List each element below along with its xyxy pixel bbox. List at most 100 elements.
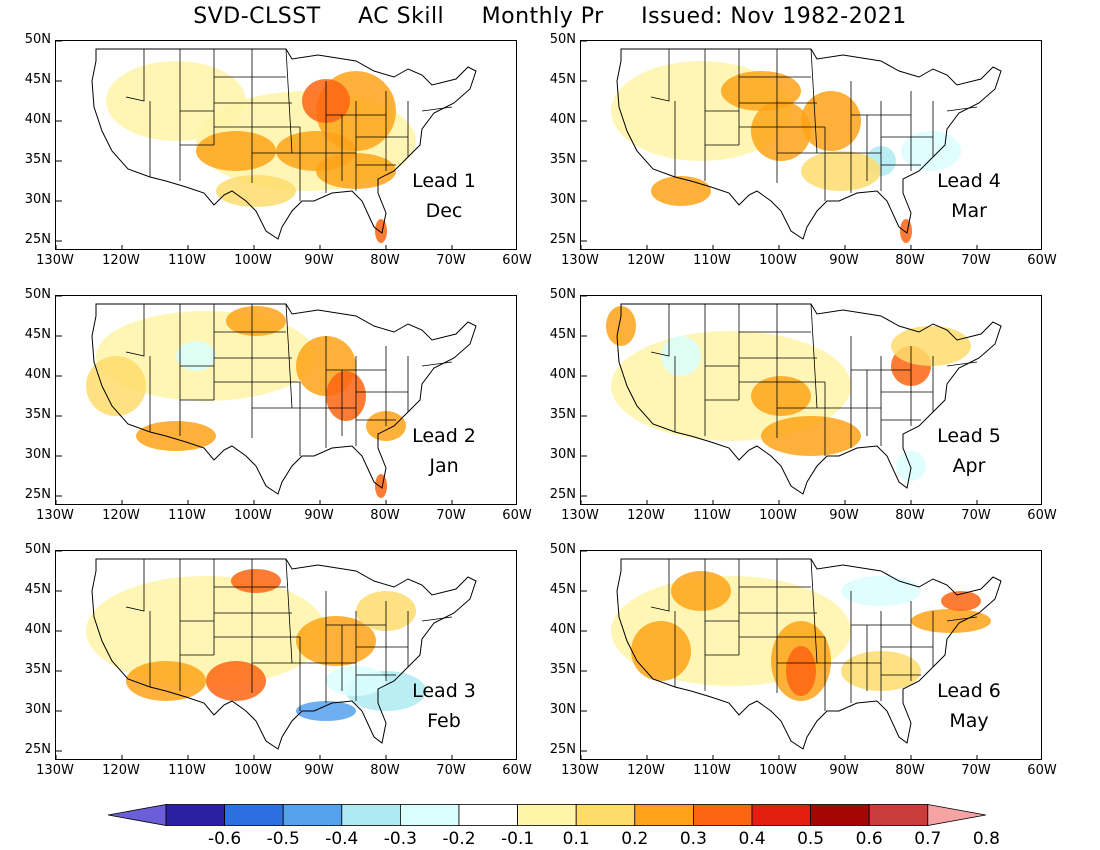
skill-shading xyxy=(841,576,921,606)
y-tick-label: 25N xyxy=(24,487,51,502)
y-tick-label: 40N xyxy=(549,622,576,637)
lead-label: Lead 2 Jan xyxy=(389,421,499,481)
skill-shading xyxy=(296,701,356,721)
skill-shading xyxy=(891,326,971,366)
y-tick-label: 50N xyxy=(24,32,51,47)
colorbar-tick-label: 0.5 xyxy=(797,829,825,849)
skill-shading xyxy=(231,569,281,593)
y-tick-label: 30N xyxy=(549,447,576,462)
skill-shading xyxy=(671,571,731,611)
state-boundary xyxy=(810,558,818,664)
y-tick-label: 35N xyxy=(24,407,51,422)
skill-shading xyxy=(911,609,991,633)
state-boundary xyxy=(810,48,818,154)
coastline-border xyxy=(616,48,1002,240)
skill-shading xyxy=(801,91,861,151)
x-tick-label: 110W xyxy=(168,508,206,523)
colorbar-segment xyxy=(927,804,986,826)
state-boundary xyxy=(650,49,670,102)
coastline-border xyxy=(91,558,477,750)
y-tick-label: 30N xyxy=(549,702,576,717)
x-tick-label: 110W xyxy=(693,763,731,778)
coastline-border xyxy=(616,303,1002,495)
colorbar-segment xyxy=(341,804,401,826)
x-tick-label: 100W xyxy=(234,253,272,268)
state-boundary xyxy=(650,559,670,612)
state-boundary xyxy=(125,304,145,357)
skill-shading xyxy=(206,661,266,701)
skill-shading xyxy=(216,175,296,207)
y-tick-label: 30N xyxy=(549,192,576,207)
skill-shading xyxy=(86,576,326,686)
skill-shading xyxy=(786,646,816,696)
x-tick-label: 130W xyxy=(561,763,599,778)
skill-shading xyxy=(751,101,811,161)
state-boundary xyxy=(285,48,293,154)
map-canvas xyxy=(56,296,477,504)
colorbar-tick-label: 0.6 xyxy=(855,829,883,849)
state-boundary xyxy=(946,361,978,367)
y-tick-label: 25N xyxy=(24,742,51,757)
skill-shading xyxy=(606,306,636,346)
y-tick-label: 25N xyxy=(549,742,576,757)
colorbar-segment xyxy=(751,804,811,826)
x-tick-label: 130W xyxy=(36,763,74,778)
map-panel-lead-6: Lead 6 May xyxy=(580,550,1042,760)
colorbar-segment xyxy=(458,804,518,826)
y-tick-label: 40N xyxy=(24,622,51,637)
lead-number: Lead 4 xyxy=(937,170,1001,192)
x-tick-label: 60W xyxy=(502,508,532,523)
y-tick-label: 25N xyxy=(549,232,576,247)
lead-number: Lead 5 xyxy=(937,425,1001,447)
y-tick-label: 30N xyxy=(24,192,51,207)
map-panel-lead-1: Lead 1 Dec xyxy=(55,40,517,250)
x-tick-label: 100W xyxy=(759,508,797,523)
x-tick-label: 120W xyxy=(102,508,140,523)
map-canvas xyxy=(581,296,1002,504)
map-panel-lead-3: Lead 3 Feb xyxy=(55,550,517,760)
colorbar-tick-label: -0.6 xyxy=(208,829,242,849)
y-tick-label: 45N xyxy=(549,327,576,342)
state-boundary xyxy=(946,616,978,622)
y-tick-label: 35N xyxy=(549,662,576,677)
colorbar-tick-label: -0.2 xyxy=(442,829,476,849)
lead-month: Jan xyxy=(429,455,459,477)
x-tick-label: 60W xyxy=(1027,508,1057,523)
x-tick-label: 70W xyxy=(961,508,991,523)
y-tick-label: 45N xyxy=(549,582,576,597)
colorbar xyxy=(108,804,986,826)
x-tick-label: 60W xyxy=(502,253,532,268)
y-tick-label: 35N xyxy=(24,662,51,677)
y-tick-label: 50N xyxy=(549,287,576,302)
figure-title: SVD-CLSST AC Skill Monthly Pr Issued: No… xyxy=(193,4,907,29)
skill-shading xyxy=(176,341,216,371)
colorbar-tick-label: 0.2 xyxy=(621,829,649,849)
lead-month: Dec xyxy=(425,200,463,222)
y-tick-label: 50N xyxy=(549,32,576,47)
colorbar-segment xyxy=(399,804,460,826)
x-tick-label: 60W xyxy=(502,763,532,778)
x-tick-label: 120W xyxy=(102,763,140,778)
y-tick-label: 40N xyxy=(549,367,576,382)
x-tick-label: 110W xyxy=(693,253,731,268)
x-tick-label: 60W xyxy=(1027,763,1057,778)
y-tick-label: 45N xyxy=(24,327,51,342)
y-tick-label: 30N xyxy=(24,447,51,462)
state-boundary xyxy=(810,303,818,409)
y-tick-label: 40N xyxy=(24,112,51,127)
skill-shading xyxy=(661,336,701,376)
x-tick-label: 110W xyxy=(168,253,206,268)
y-tick-label: 25N xyxy=(549,487,576,502)
x-tick-label: 70W xyxy=(436,763,466,778)
skill-shading xyxy=(651,176,711,206)
skill-shading xyxy=(375,219,387,243)
y-tick-label: 30N xyxy=(24,702,51,717)
y-tick-label: 50N xyxy=(549,542,576,557)
x-tick-label: 70W xyxy=(961,763,991,778)
lead-month: Mar xyxy=(951,200,987,222)
x-tick-label: 120W xyxy=(627,763,665,778)
lead-label: Lead 4 Mar xyxy=(914,166,1024,226)
x-tick-label: 90W xyxy=(304,508,334,523)
skill-shading xyxy=(801,151,881,191)
y-tick-label: 35N xyxy=(24,152,51,167)
